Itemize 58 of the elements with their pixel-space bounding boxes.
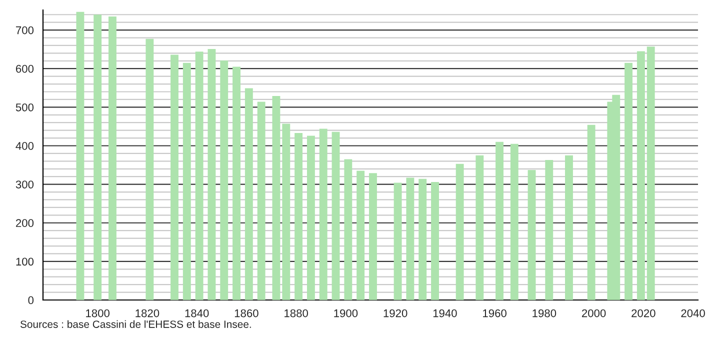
- x-tick-label: 1920: [384, 309, 408, 318]
- bar: [431, 182, 439, 300]
- x-tick-label: 1820: [136, 309, 160, 318]
- bar: [220, 60, 228, 300]
- bar: [306, 136, 315, 300]
- y-tick-label: 0: [28, 296, 34, 304]
- bar: [476, 155, 484, 300]
- bar: [344, 159, 352, 300]
- x-tick-label: 2020: [632, 309, 656, 318]
- bar: [182, 62, 191, 300]
- x-tick-label: 2000: [582, 309, 606, 318]
- y-tick-label: 600: [16, 64, 34, 73]
- bar: [510, 144, 518, 300]
- bar: [232, 66, 240, 300]
- bar: [565, 155, 573, 300]
- x-tick-label: 1900: [334, 309, 358, 318]
- bar: [108, 16, 116, 300]
- x-tick-label: 1980: [532, 309, 556, 318]
- x-tick-label: 2040: [681, 309, 705, 318]
- bar: [94, 14, 102, 300]
- bar: [294, 133, 303, 300]
- x-tick-label: 1880: [284, 309, 308, 318]
- bar: [496, 142, 504, 300]
- bar: [624, 62, 632, 300]
- bar: [369, 173, 377, 300]
- bar: [170, 54, 178, 300]
- source-note: Sources : base Cassini de l'EHESS et base Insee.: [20, 320, 251, 328]
- bar: [646, 46, 655, 300]
- bar: [528, 170, 536, 300]
- x-tick-label: 1940: [433, 309, 457, 318]
- bar: [332, 132, 340, 300]
- bar: [257, 102, 266, 300]
- y-tick-label: 200: [16, 219, 34, 228]
- bar: [418, 178, 427, 300]
- bar: [356, 170, 365, 300]
- bar: [208, 48, 216, 300]
- y-tick-label: 500: [16, 103, 34, 112]
- bar: [636, 51, 645, 300]
- bar: [587, 124, 596, 300]
- y-tick-label: 300: [16, 180, 34, 188]
- bar: [272, 96, 280, 300]
- bar: [456, 164, 464, 300]
- y-tick-label: 700: [16, 26, 34, 34]
- bar: [146, 38, 154, 300]
- bar: [406, 178, 414, 300]
- x-tick-label: 1840: [185, 309, 209, 318]
- bar: [545, 160, 554, 300]
- x-tick-label: 1800: [86, 309, 110, 318]
- bar: [319, 128, 328, 300]
- y-tick-label: 100: [16, 258, 34, 266]
- bar: [195, 52, 204, 300]
- bar: [394, 182, 402, 300]
- y-tick-label: 400: [16, 142, 34, 150]
- bar: [244, 88, 253, 300]
- bar: [282, 124, 290, 300]
- bar: [76, 12, 84, 300]
- x-tick-label: 1960: [483, 309, 506, 318]
- x-tick-label: 1860: [234, 309, 258, 318]
